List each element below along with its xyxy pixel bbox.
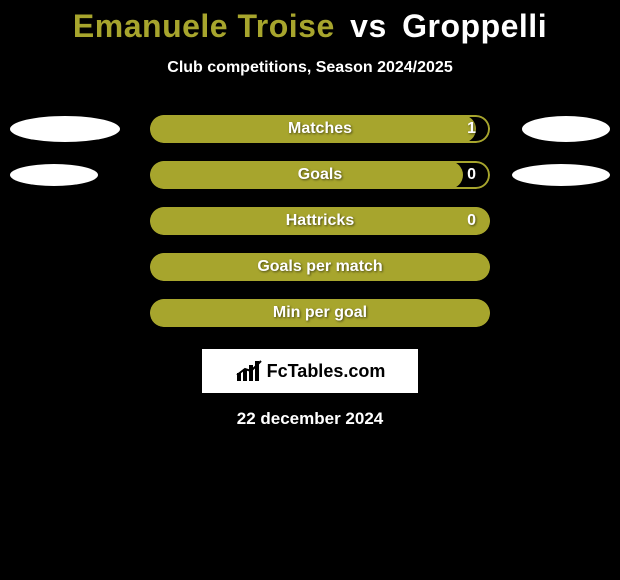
metric-bar-fill xyxy=(150,299,490,327)
metric-value: 0 xyxy=(467,161,476,189)
metric-bar-fill xyxy=(150,207,490,235)
logo-box: FcTables.com xyxy=(202,349,418,393)
metric-row: Min per goal xyxy=(10,299,610,327)
metric-bar-fill xyxy=(150,115,476,143)
left-ellipse xyxy=(10,164,98,186)
bar-chart-icon xyxy=(235,359,263,383)
metric-bar: Goals0 xyxy=(150,161,490,189)
title-vs: vs xyxy=(350,8,387,44)
metric-bar: Hattricks0 xyxy=(150,207,490,235)
metric-row: Goals per match xyxy=(10,253,610,281)
metric-row: Goals0 xyxy=(10,161,610,189)
metric-bar-fill xyxy=(150,161,463,189)
page-title: Emanuele Troise vs Groppelli xyxy=(0,0,620,45)
right-ellipse xyxy=(522,116,610,142)
logo-text: FcTables.com xyxy=(267,361,386,382)
title-player2: Groppelli xyxy=(402,8,547,44)
comparison-infographic: Emanuele Troise vs Groppelli Club compet… xyxy=(0,0,620,580)
metric-bar: Goals per match xyxy=(150,253,490,281)
metric-bar: Matches1 xyxy=(150,115,490,143)
metric-rows: Matches1 Goals0 Hattricks0 Goals per match M… xyxy=(0,115,620,327)
left-ellipse xyxy=(10,116,120,142)
right-ellipse xyxy=(512,164,610,186)
metric-bar-fill xyxy=(150,253,490,281)
title-player1: Emanuele Troise xyxy=(73,8,335,44)
date: 22 december 2024 xyxy=(0,409,620,429)
metric-bar: Min per goal xyxy=(150,299,490,327)
metric-row: Hattricks0 xyxy=(10,207,610,235)
metric-row: Matches1 xyxy=(10,115,610,143)
subtitle: Club competitions, Season 2024/2025 xyxy=(0,59,620,77)
